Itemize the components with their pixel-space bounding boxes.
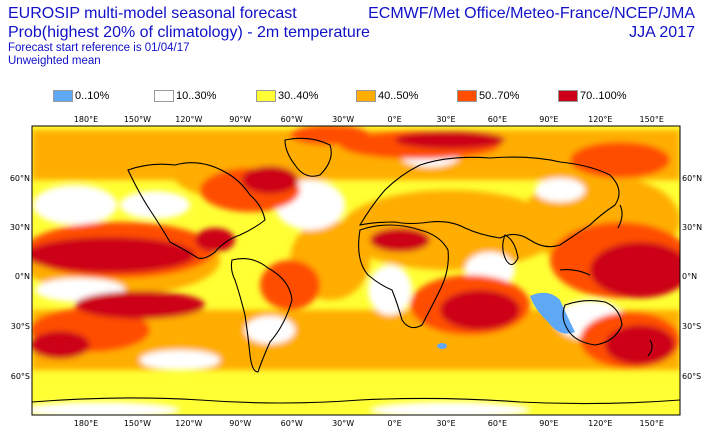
season-label: JJA 2017 [629, 24, 695, 41]
legend-item-40-50: 40..50% [356, 89, 418, 103]
lon-tick-top: 0°E [387, 115, 401, 124]
forecast-start-reference: Forecast start reference is 01/04/17 [8, 42, 190, 54]
lat-tick-right: 30°N [682, 223, 702, 232]
legend-swatch [356, 90, 376, 102]
lon-tick-bottom: 120°W [175, 419, 202, 428]
legend-label: 70..100% [580, 90, 627, 102]
lon-tick-top: 60°E [488, 115, 507, 124]
title-block: EUROSIP multi-model seasonal forecast Pr… [8, 4, 370, 68]
legend-label: 0..10% [75, 90, 110, 102]
lon-tick-bottom: 30°E [436, 419, 455, 428]
title-line-2: Prob(highest 20% of climatology) - 2m te… [8, 24, 370, 41]
lat-tick-right: 60°N [682, 174, 702, 183]
lon-tick-bottom: 90°E [539, 419, 558, 428]
legend-label: 10..30% [176, 90, 217, 102]
probability-field [32, 126, 680, 415]
lon-tick-top: 90°E [539, 115, 558, 124]
legend-item-0-10: 0..10% [53, 89, 109, 103]
lon-tick-top: 30°W [332, 115, 354, 124]
lat-tick-left: 60°N [10, 174, 30, 183]
legend-item-70-100: 70..100% [558, 89, 626, 103]
lon-tick-bottom: 60°E [488, 419, 507, 428]
low-probability-patch [530, 292, 575, 334]
legend-label: 40..50% [378, 90, 419, 102]
legend-swatch [558, 90, 578, 102]
legend-label: 50..70% [479, 90, 520, 102]
lat-tick-left: 30°S [11, 322, 30, 331]
probability-map: 180°E 150°W 120°W 90°W 60°W 30°W 0°E 30°E 60°E 90… [10, 115, 702, 428]
legend-label: 30..40% [278, 90, 319, 102]
legend-item-50-70: 50..70% [457, 89, 519, 103]
lon-tick-bottom: 150°E [640, 419, 664, 428]
lon-tick-top: 120°W [175, 115, 202, 124]
title-line-1: EUROSIP multi-model seasonal forecast [8, 5, 297, 22]
map-frame [31, 125, 681, 416]
lat-tick-right: 60°S [682, 372, 701, 381]
legend-swatch [256, 90, 276, 102]
lat-tick-left: 0°N [15, 272, 30, 281]
lon-tick-top: 90°W [229, 115, 251, 124]
legend-swatch [457, 90, 477, 102]
lon-tick-bottom: 180°E [74, 419, 98, 428]
mean-type: Unweighted mean [8, 55, 101, 67]
lat-tick-left: 60°S [11, 372, 30, 381]
lon-tick-bottom: 150°W [124, 419, 151, 428]
coastlines [32, 137, 680, 405]
lon-tick-top: 120°E [588, 115, 612, 124]
lat-tick-left: 30°N [10, 223, 30, 232]
lon-tick-top: 180°E [74, 115, 98, 124]
legend-item-30-40: 30..40% [256, 89, 318, 103]
legend: 0..10% 10..30% 30..40% 40..50% 50..70% 7… [0, 89, 705, 103]
lon-tick-top: 30°E [436, 115, 455, 124]
header-right: ECMWF/Met Office/Meteo-France/NCEP/JMA J… [368, 4, 695, 42]
centres-label: ECMWF/Met Office/Meteo-France/NCEP/JMA [368, 5, 695, 22]
legend-item-10-30: 10..30% [154, 89, 216, 103]
lon-tick-bottom: 0°E [387, 419, 401, 428]
lon-tick-bottom: 120°E [588, 419, 612, 428]
legend-swatch [154, 90, 174, 102]
axis-ticks: 180°E 150°W 120°W 90°W 60°W 30°W 0°E 30°E 60°E 90… [10, 115, 702, 428]
lat-tick-right: 30°S [682, 322, 701, 331]
lon-tick-bottom: 90°W [229, 419, 251, 428]
legend-swatch [53, 90, 73, 102]
lon-tick-top: 60°W [281, 115, 303, 124]
lat-tick-right: 0°N [682, 272, 697, 281]
lon-tick-bottom: 60°W [281, 419, 303, 428]
lon-tick-bottom: 30°W [332, 419, 354, 428]
lon-tick-top: 150°W [124, 115, 151, 124]
lon-tick-top: 150°E [640, 115, 664, 124]
field-patches [32, 126, 680, 415]
